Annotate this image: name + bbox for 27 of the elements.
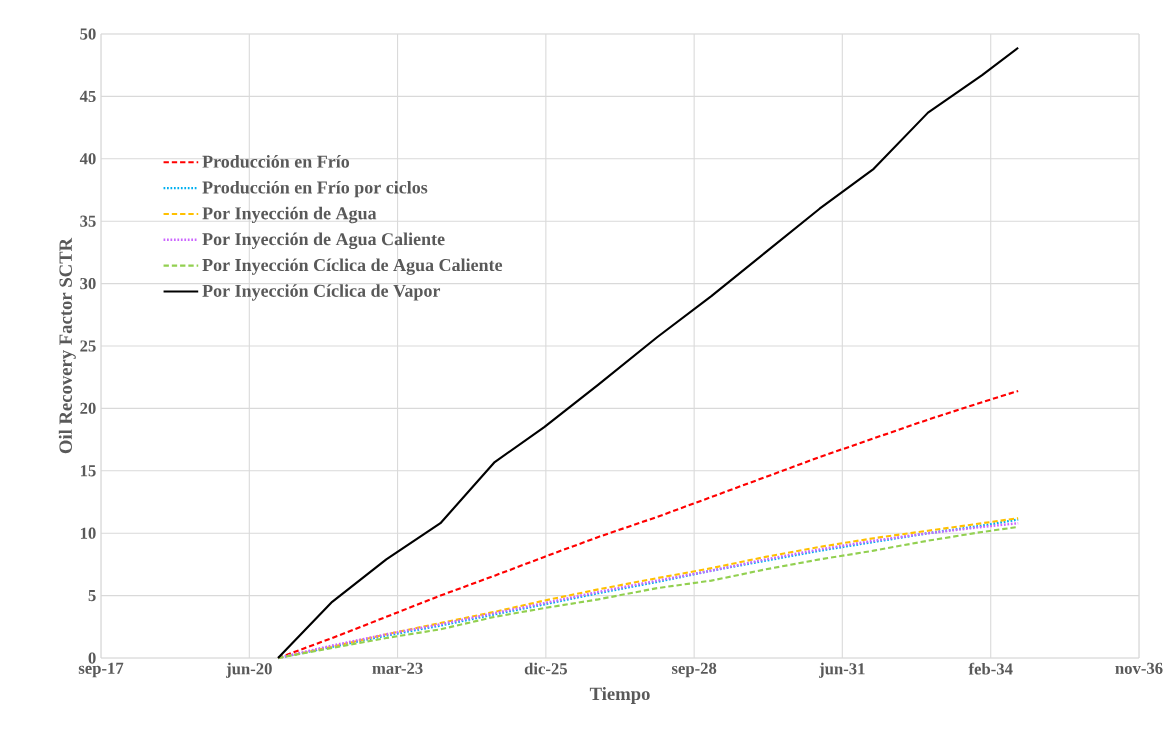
- y-tick-label: 35: [80, 215, 96, 227]
- x-tick-label: jun-31: [818, 662, 865, 678]
- x-axis-title: Tiempo: [589, 686, 650, 704]
- y-tick-label: 50: [80, 28, 96, 40]
- y-tick-label: 40: [79, 153, 96, 165]
- x-tick-label: jun-20: [225, 662, 272, 678]
- x-tick-label: nov-36: [1115, 662, 1163, 674]
- y-tick-label: 0: [88, 652, 96, 664]
- y-tick-label: 5: [88, 590, 96, 602]
- y-tick-label: 45: [79, 90, 96, 102]
- y-tick-label: 15: [80, 465, 96, 477]
- x-tick-label: sep-28: [671, 662, 717, 678]
- x-tick-label: dic-25: [524, 662, 568, 675]
- y-tick-label: 25: [80, 340, 96, 352]
- legend-label: Por Inyección de Agua Caliente: [202, 232, 445, 250]
- x-tick-label: mar-23: [372, 662, 423, 674]
- x-tick-label: sep-17: [78, 662, 124, 678]
- legend-label: Producción en Frío: [202, 155, 350, 168]
- y-axis-title: Oil Recovery Factor SCTR: [58, 237, 76, 454]
- legend-label: Producción en Frío por ciclos: [202, 180, 428, 198]
- y-tick-label: 20: [80, 402, 96, 415]
- y-tick-label: 10: [80, 527, 96, 539]
- legend-label: Por Inyección Cíclica de Agua Caliente: [202, 258, 503, 275]
- legend-label: Por Inyección de Agua: [202, 206, 377, 224]
- y-tick-label: 30: [80, 277, 96, 290]
- x-tick-label: feb-34: [968, 662, 1013, 675]
- legend-label: Por Inyección Cíclica de Vapor: [202, 284, 441, 301]
